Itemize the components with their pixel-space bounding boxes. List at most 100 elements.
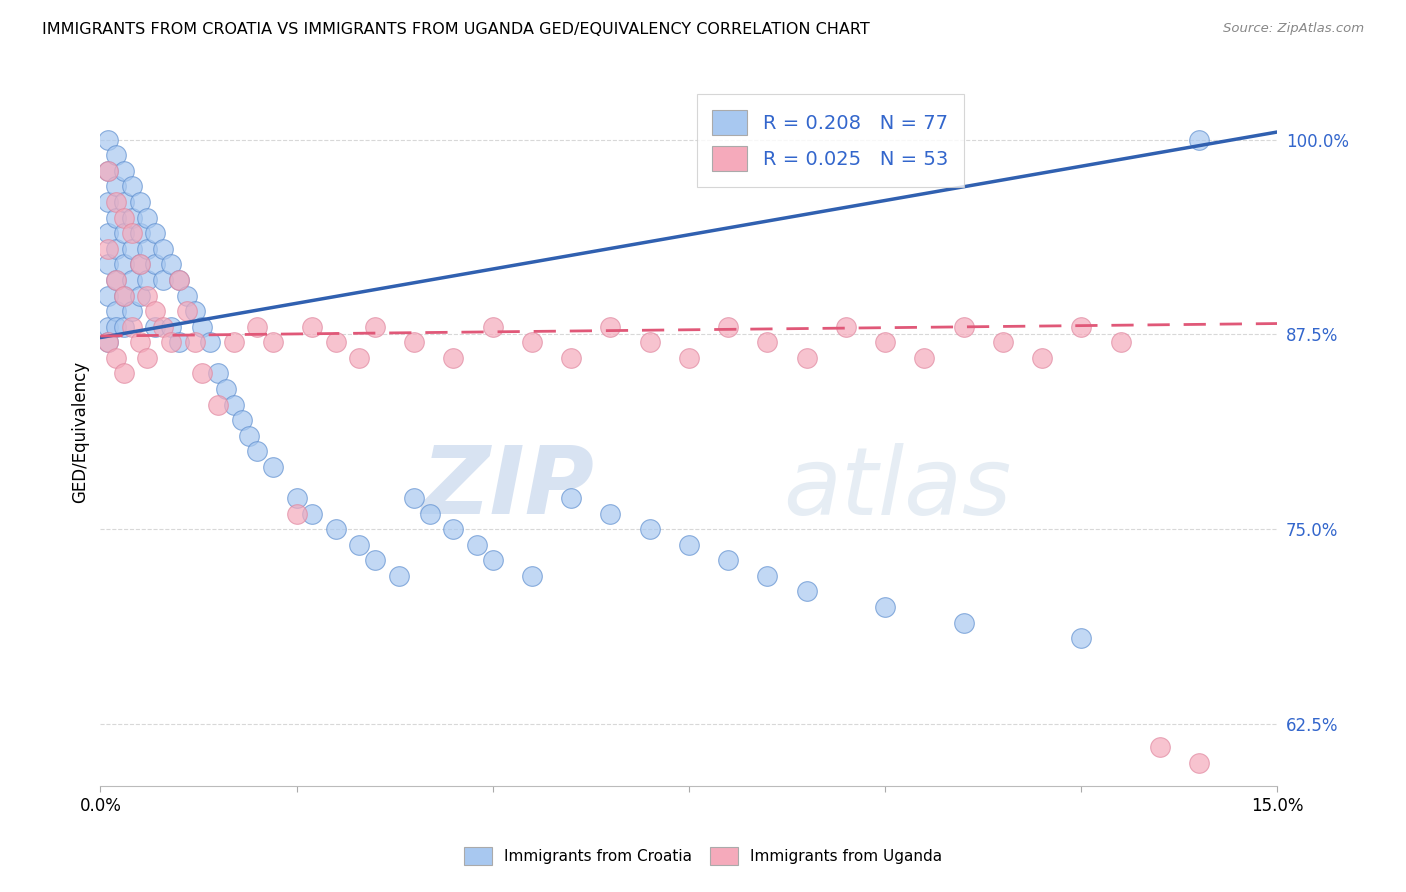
Point (167, 335, 190, 350)
Point (285, 507, 308, 521)
Point (105, 273, 128, 287)
Point (1109, 335, 1132, 350)
Point (222, 335, 245, 350)
Point (285, 491, 308, 505)
Y-axis label: GED/Equivalency: GED/Equivalency (72, 360, 89, 503)
Point (167, 273, 190, 287)
Point (112, 257, 135, 271)
Point (678, 351, 700, 365)
Point (152, 273, 174, 287)
Point (128, 226, 150, 240)
Point (167, 273, 190, 287)
Point (238, 428, 260, 442)
Point (97, 164, 120, 178)
Point (796, 584, 818, 599)
Legend: R = 0.208   N = 77, R = 0.025   N = 53: R = 0.208 N = 77, R = 0.025 N = 53 (697, 95, 963, 187)
Point (419, 507, 441, 521)
Point (481, 553, 503, 567)
Point (638, 522, 661, 536)
Point (835, 319, 858, 334)
Point (121, 179, 143, 194)
Point (520, 569, 543, 583)
Point (262, 335, 284, 350)
Point (222, 398, 245, 412)
Point (160, 335, 183, 350)
Point (97, 226, 120, 240)
Point (143, 257, 166, 271)
Point (97, 319, 120, 334)
Point (560, 351, 582, 365)
Point (112, 195, 135, 210)
Point (128, 288, 150, 302)
Point (121, 319, 143, 334)
Point (387, 569, 409, 583)
Point (97, 335, 120, 350)
Point (97, 133, 120, 147)
Point (246, 319, 269, 334)
Point (796, 351, 818, 365)
Legend: Immigrants from Croatia, Immigrants from Uganda: Immigrants from Croatia, Immigrants from… (458, 841, 948, 871)
Point (349, 538, 371, 552)
Point (301, 507, 323, 521)
Point (952, 615, 974, 630)
Point (152, 319, 174, 334)
Point (97, 242, 120, 256)
Point (121, 226, 143, 240)
Text: Source: ZipAtlas.com: Source: ZipAtlas.com (1223, 22, 1364, 36)
Point (128, 257, 150, 271)
Point (952, 319, 974, 334)
Point (136, 273, 159, 287)
Point (756, 569, 779, 583)
Text: atlas: atlas (783, 443, 1011, 534)
Point (160, 319, 183, 334)
Point (105, 319, 128, 334)
Point (215, 382, 238, 396)
Point (97, 164, 120, 178)
Point (112, 367, 135, 381)
Point (112, 288, 135, 302)
Point (183, 335, 205, 350)
Point (105, 351, 128, 365)
Point (136, 211, 159, 225)
Point (191, 367, 214, 381)
Point (875, 335, 897, 350)
Point (105, 211, 128, 225)
Point (152, 242, 174, 256)
Point (481, 319, 503, 334)
Point (875, 600, 897, 615)
Point (136, 242, 159, 256)
Point (301, 319, 323, 334)
Point (112, 164, 135, 178)
Point (105, 148, 128, 162)
Point (121, 273, 143, 287)
Point (112, 211, 135, 225)
Point (465, 538, 488, 552)
Text: IMMIGRANTS FROM CROATIA VS IMMIGRANTS FROM UGANDA GED/EQUIVALENCY CORRELATION CH: IMMIGRANTS FROM CROATIA VS IMMIGRANTS FR… (42, 22, 870, 37)
Point (717, 553, 740, 567)
Point (231, 413, 253, 427)
Point (599, 319, 621, 334)
Point (136, 288, 159, 302)
Point (105, 242, 128, 256)
Point (1070, 319, 1092, 334)
Point (599, 507, 621, 521)
Point (638, 335, 661, 350)
Point (1188, 756, 1211, 770)
Point (717, 319, 740, 334)
Point (1149, 740, 1171, 755)
Text: ZIP: ZIP (422, 442, 595, 534)
Point (991, 335, 1014, 350)
Point (325, 335, 347, 350)
Point (443, 351, 465, 365)
Point (520, 335, 543, 350)
Point (128, 257, 150, 271)
Point (143, 226, 166, 240)
Point (246, 444, 269, 458)
Point (176, 288, 198, 302)
Point (97, 195, 120, 210)
Point (105, 179, 128, 194)
Point (183, 304, 205, 318)
Point (97, 257, 120, 271)
Point (325, 522, 347, 536)
Point (756, 335, 779, 350)
